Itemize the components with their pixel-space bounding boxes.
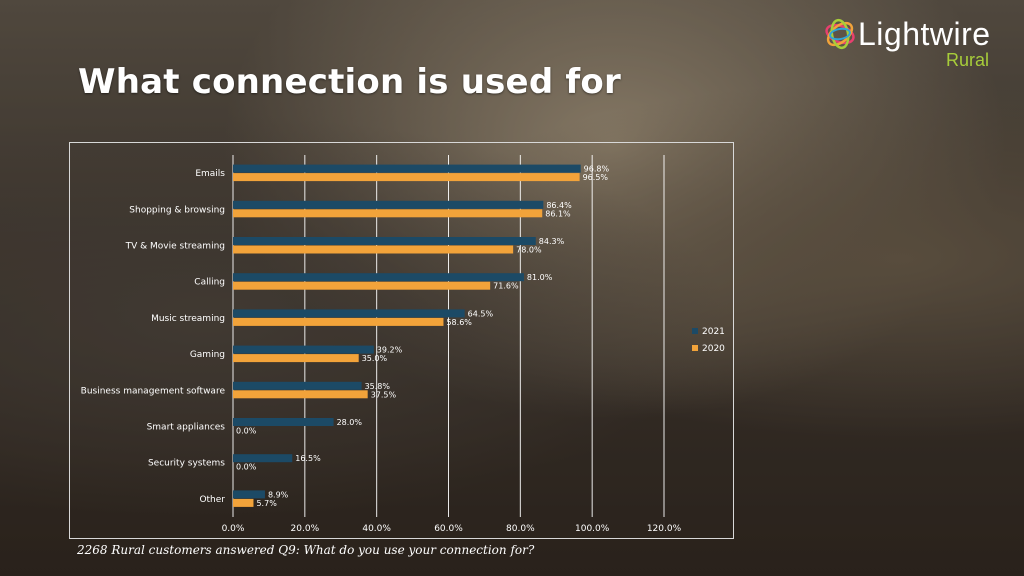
data-label: 58.6% (446, 318, 472, 327)
bar-2020 (233, 354, 359, 363)
legend-swatch-2021 (692, 328, 698, 334)
data-label: 81.0% (527, 273, 553, 282)
category-label: TV & Movie streaming (125, 242, 225, 252)
legend-label: 2021 (702, 327, 725, 337)
bar-2021 (233, 273, 524, 282)
x-tick-label: 120.0% (647, 524, 682, 534)
data-label: 0.0% (236, 427, 257, 436)
data-label: 96.5% (583, 173, 609, 182)
legend-label: 2020 (702, 344, 725, 354)
category-label: Gaming (190, 350, 225, 360)
category-label: Smart appliances (147, 423, 226, 433)
bar-2021 (233, 200, 544, 209)
data-label: 28.0% (337, 418, 363, 427)
category-label: Other (199, 495, 225, 505)
bar-2020 (233, 173, 580, 182)
x-tick-label: 60.0% (434, 524, 463, 534)
bar-2021 (233, 454, 293, 463)
x-tick-label: 80.0% (506, 524, 535, 534)
bar-2021 (233, 381, 362, 390)
bar-2020 (233, 245, 514, 254)
bar-2021 (233, 309, 465, 318)
x-tick-label: 100.0% (575, 524, 610, 534)
x-tick-label: 0.0% (222, 524, 245, 534)
logo-swirl-icon (825, 18, 855, 50)
page-title: What connection is used for (78, 62, 621, 102)
data-label: 35.8% (365, 382, 391, 391)
chart-caption: 2268 Rural customers answered Q9: What d… (77, 543, 535, 557)
category-label: Emails (195, 169, 225, 179)
bar-2021 (233, 345, 374, 354)
category-label: Business management software (81, 386, 226, 396)
data-label: 0.0% (236, 463, 257, 472)
data-label: 84.3% (539, 237, 565, 246)
bar-2021 (233, 164, 581, 173)
bar-2021 (233, 418, 334, 426)
chart-frame: 0.0% 20.0% 40.0% 60.0% 80.0% 100.0% 120.0% Emai… (69, 142, 734, 539)
data-label: 64.5% (468, 309, 494, 318)
data-label: 5.7% (256, 499, 277, 508)
data-label: 37.5% (371, 390, 397, 399)
legend-swatch-2020 (692, 345, 698, 351)
bar-chart: 0.0% 20.0% 40.0% 60.0% 80.0% 100.0% 120.0% Emai… (81, 155, 725, 534)
bar-2020 (233, 317, 444, 326)
bar-2020 (233, 390, 368, 399)
data-label: 16.5% (295, 454, 321, 463)
data-label: 86.1% (545, 209, 571, 218)
data-label: 35.0% (362, 354, 388, 363)
bar-2020 (233, 281, 491, 290)
data-label: 8.9% (268, 490, 289, 499)
bar-2021 (233, 490, 265, 499)
x-tick-label: 40.0% (362, 524, 391, 534)
category-label: Music streaming (151, 314, 225, 324)
category-label: Calling (194, 278, 225, 288)
data-label: 39.2% (377, 346, 403, 355)
bar-2020 (233, 209, 543, 218)
bar-2021 (233, 237, 536, 245)
data-label: 71.6% (493, 282, 519, 291)
logo-sub: Rural (946, 50, 990, 70)
data-label: 86.4% (546, 201, 572, 210)
category-label: Security systems (148, 459, 225, 469)
data-label: 96.8% (584, 165, 610, 174)
bar-2020 (233, 498, 254, 507)
lightwire-logo: Lightwire Rural (820, 14, 1010, 74)
x-tick-label: 20.0% (291, 524, 320, 534)
data-label: 78.0% (516, 246, 542, 255)
category-label: Shopping & browsing (129, 205, 225, 215)
logo-brand: Lightwire (858, 16, 991, 52)
